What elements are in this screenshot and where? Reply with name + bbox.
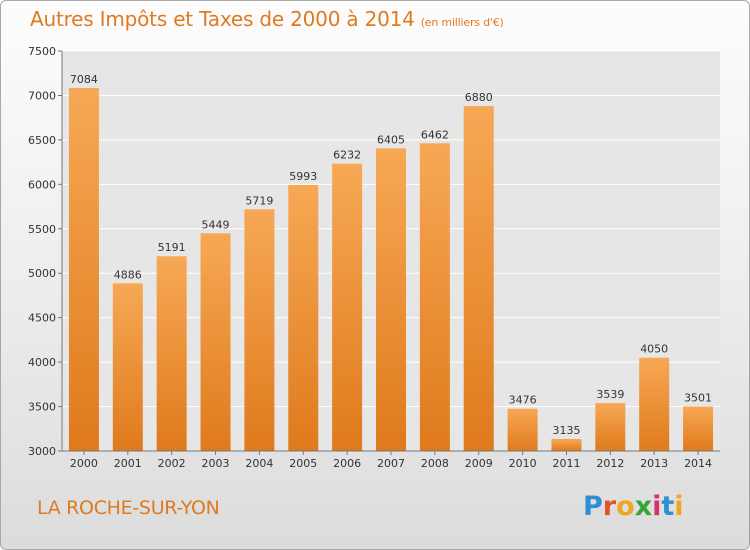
axes: 3000 3500 4000 4500 5000 5500 6000 6500 7000 7500… xyxy=(28,45,720,470)
y-tick-label: 7500 xyxy=(28,45,56,58)
y-tick-label: 5500 xyxy=(28,223,56,236)
value-label: 3476 xyxy=(509,394,537,407)
x-tick-label: 2006 xyxy=(333,457,361,470)
logo-letter: P xyxy=(583,491,603,522)
x-tick-label: 2009 xyxy=(465,457,493,470)
y-tick-label: 4500 xyxy=(28,312,56,325)
value-label: 6405 xyxy=(377,133,405,146)
y-tick-label: 6000 xyxy=(28,178,56,191)
chart-subtitle: (en milliers d'€) xyxy=(420,16,504,29)
value-label: 4050 xyxy=(640,343,668,356)
bar xyxy=(551,439,582,451)
x-tick-label: 2001 xyxy=(114,457,142,470)
value-label: 4886 xyxy=(114,268,142,281)
value-label: 5993 xyxy=(289,170,317,183)
bar xyxy=(683,406,714,451)
value-label: 5719 xyxy=(245,194,273,207)
y-tick-label: 3000 xyxy=(28,445,56,458)
x-tick-label: 2000 xyxy=(70,457,98,470)
bar xyxy=(288,184,319,451)
bar xyxy=(156,256,187,451)
y-tick-label: 5000 xyxy=(28,267,56,280)
proxiti-logo: Proxiti xyxy=(583,491,684,522)
bar xyxy=(332,163,363,451)
x-tick-label: 2005 xyxy=(289,457,317,470)
x-tick-label: 2003 xyxy=(202,457,230,470)
value-label: 7084 xyxy=(70,73,98,86)
bars: 7084 4886 5191 5449 5719 5993 6232 6405 6462 6880… xyxy=(68,73,714,452)
bar xyxy=(463,106,494,451)
logo-letter: r xyxy=(602,491,617,522)
chart-title: Autres Impôts et Taxes de 2000 à 2014 (en… xyxy=(30,7,504,31)
value-label: 3501 xyxy=(684,391,712,404)
x-tick-label: 2012 xyxy=(596,457,624,470)
location-label: LA ROCHE-SUR-YON xyxy=(37,497,220,519)
chart-title-text: Autres Impôts et Taxes de 2000 à 2014 xyxy=(30,7,415,31)
bar xyxy=(507,408,538,451)
x-tick-label: 2011 xyxy=(552,457,580,470)
value-label: 5449 xyxy=(202,218,230,231)
logo-letter: i xyxy=(674,491,684,522)
x-tick-label: 2013 xyxy=(640,457,668,470)
x-tick-label: 2008 xyxy=(421,457,449,470)
y-tick-label: 4000 xyxy=(28,356,56,369)
bar xyxy=(200,233,231,451)
logo-letter: o xyxy=(616,491,635,522)
bar xyxy=(112,283,143,451)
x-tick-label: 2014 xyxy=(684,457,712,470)
logo-letter: x xyxy=(634,491,653,522)
bar xyxy=(639,357,670,451)
y-tick-label: 6500 xyxy=(28,134,56,147)
value-label: 5191 xyxy=(158,241,186,254)
x-tick-label: 2007 xyxy=(377,457,405,470)
bar xyxy=(595,403,626,451)
x-tick-label: 2010 xyxy=(509,457,537,470)
value-label: 3539 xyxy=(596,388,624,401)
bar xyxy=(68,87,99,451)
value-label: 6462 xyxy=(421,128,449,141)
bar xyxy=(376,148,406,452)
value-label: 6880 xyxy=(465,91,493,104)
bar xyxy=(419,143,450,451)
x-tick-label: 2002 xyxy=(158,457,186,470)
logo-letter: i xyxy=(652,491,662,522)
logo-letter: t xyxy=(661,491,675,522)
value-label: 6232 xyxy=(333,149,361,162)
y-tick-label: 7000 xyxy=(28,89,56,102)
y-tick-label: 3500 xyxy=(28,401,56,414)
bar xyxy=(244,209,275,451)
value-label: 3135 xyxy=(552,424,580,437)
x-tick-label: 2004 xyxy=(245,457,273,470)
